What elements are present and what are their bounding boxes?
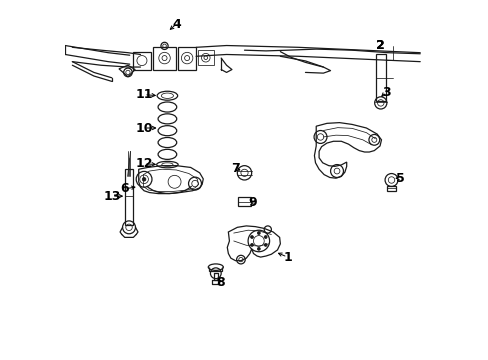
Text: 8: 8	[215, 276, 224, 289]
Text: 2: 2	[376, 39, 385, 52]
Circle shape	[142, 177, 145, 181]
Text: 3: 3	[381, 86, 389, 99]
Text: 6: 6	[120, 183, 128, 195]
Bar	[124, 169, 133, 225]
Text: 5: 5	[395, 172, 404, 185]
Circle shape	[257, 231, 260, 234]
Text: 4: 4	[172, 18, 181, 31]
Text: 12: 12	[135, 157, 153, 170]
Text: 10: 10	[135, 122, 153, 135]
Bar	[238, 197, 250, 206]
Circle shape	[250, 235, 253, 238]
Circle shape	[257, 247, 260, 250]
Circle shape	[264, 235, 266, 238]
Text: 2: 2	[376, 39, 385, 52]
Circle shape	[264, 243, 266, 246]
Text: 11: 11	[135, 88, 153, 101]
Text: 1: 1	[283, 251, 291, 264]
Text: 13: 13	[103, 190, 120, 203]
Text: 7: 7	[231, 162, 240, 175]
Circle shape	[250, 243, 253, 246]
Text: 9: 9	[248, 196, 257, 209]
Bar	[375, 54, 385, 101]
